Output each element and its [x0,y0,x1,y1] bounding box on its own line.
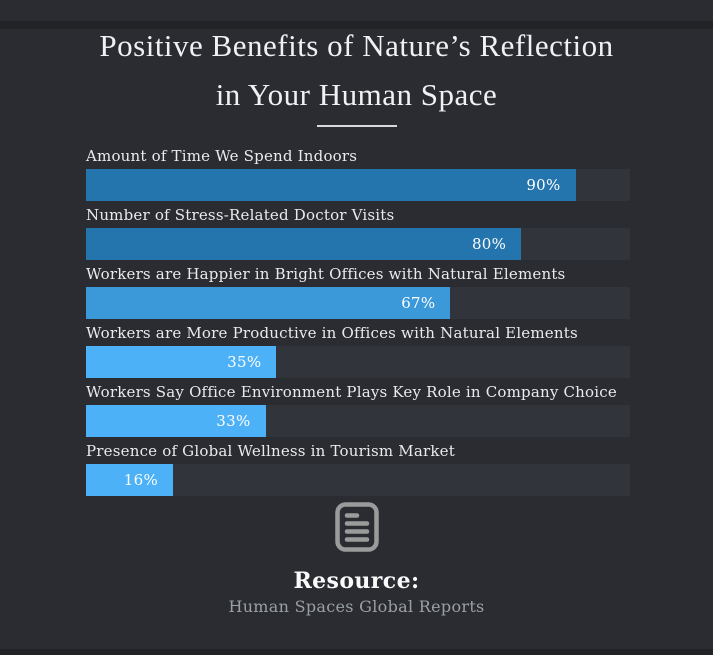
bar-label: Amount of Time We Spend Indoors [86,147,358,165]
bar-chart: Amount of Time We Spend Indoors 90% Numb… [86,148,630,496]
bar-track: 35% [86,346,630,378]
top-edge-strip [0,21,713,29]
bar-label: Workers are More Productive in Offices w… [86,324,578,342]
page-title: Positive Benefits of Nature’s Reflection… [0,21,713,119]
bottom-edge-strip [0,649,713,655]
bar-row: Amount of Time We Spend Indoors 90% [86,148,630,201]
bar-fill: 80% [86,228,522,260]
bar-label: Number of Stress-Related Doctor Visits [86,206,395,224]
bar-track: 90% [86,169,630,201]
bar-value-label: 35% [227,353,262,371]
document-lines-icon [0,502,713,552]
bar-track: 67% [86,287,630,319]
bar-value-label: 90% [526,176,561,194]
bar-label: Presence of Global Wellness in Tourism M… [86,442,455,460]
bar-fill: 35% [86,346,277,378]
bar-row: Presence of Global Wellness in Tourism M… [86,443,630,496]
bar-value-label: 80% [471,235,507,253]
bar-track: 80% [86,228,630,260]
bar-track: 16% [86,464,630,496]
resource-source: Human Spaces Global Reports [228,597,485,616]
bar-row: Workers are Happier in Bright Offices wi… [86,266,630,319]
bar-fill: 33% [86,405,266,437]
bar-fill: 90% [86,169,576,201]
bar-value-label: 67% [401,294,436,312]
bar-row: Number of Stress-Related Doctor Visits 8… [86,207,630,260]
resource-heading: Resource: [293,568,420,594]
page-title-line-2: in Your Human Space [215,77,498,112]
bar-fill: 67% [86,287,451,319]
bar-value-label: 33% [216,412,251,430]
title-divider [316,125,397,127]
bar-label: Workers are Happier in Bright Offices wi… [86,265,566,283]
bar-value-label: 16% [123,471,159,489]
footer: Resource: Human Spaces Global Reports [0,502,713,616]
page-title-line-1: Positive Benefits of Nature’s Reflection [99,28,614,63]
bar-track: 33% [86,405,630,437]
bar-label: Workers Say Office Environment Plays Key… [86,383,617,401]
bar-fill: 16% [86,464,174,496]
bar-row: Workers are More Productive in Offices w… [86,325,630,378]
bar-row: Workers Say Office Environment Plays Key… [86,384,630,437]
